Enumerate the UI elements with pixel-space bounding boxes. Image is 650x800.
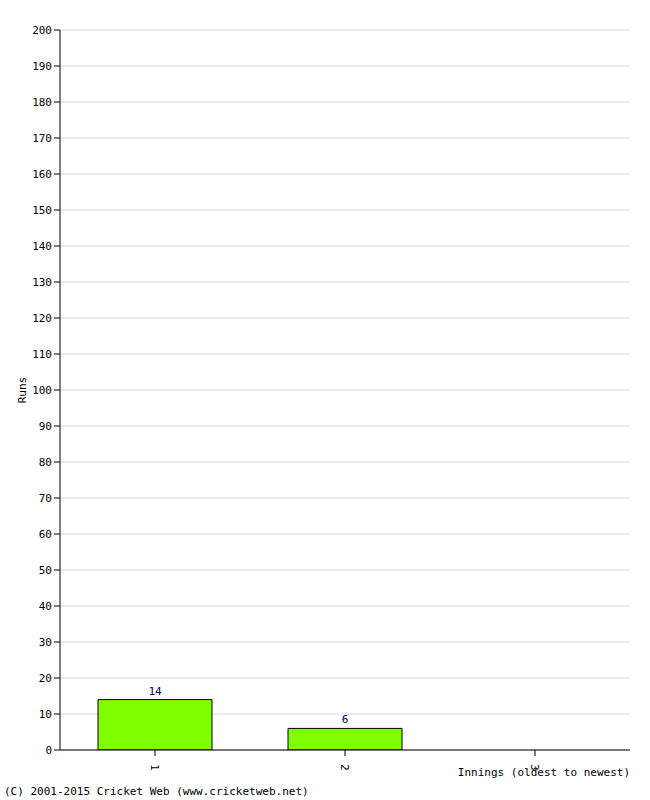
- svg-text:190: 190: [32, 60, 52, 73]
- svg-text:1: 1: [148, 764, 161, 771]
- svg-text:200: 200: [32, 24, 52, 37]
- html-text:Innings (oldest to newest): Innings (oldest to newest): [457, 766, 630, 779]
- svg-text:130: 130: [32, 276, 52, 289]
- svg-text:20: 20: [39, 672, 52, 685]
- svg-text:140: 140: [32, 240, 52, 253]
- svg-text:0: 0: [45, 744, 52, 757]
- svg-text:150: 150: [32, 204, 52, 217]
- svg-text:110: 110: [32, 348, 52, 361]
- svg-text:170: 170: [32, 132, 52, 145]
- svg-text:10: 10: [39, 708, 52, 721]
- svg-text:Runs: Runs: [16, 377, 29, 404]
- svg-text:30: 30: [39, 636, 52, 649]
- svg-text:50: 50: [39, 564, 52, 577]
- svg-text:180: 180: [32, 96, 52, 109]
- svg-text:40: 40: [39, 600, 52, 613]
- svg-text:120: 120: [32, 312, 52, 325]
- svg-text:70: 70: [39, 492, 52, 505]
- svg-text:90: 90: [39, 420, 52, 433]
- svg-text:14: 14: [148, 685, 162, 698]
- svg-text:6: 6: [342, 713, 349, 726]
- svg-text:160: 160: [32, 168, 52, 181]
- svg-text:80: 80: [39, 456, 52, 469]
- svg-text:2: 2: [338, 764, 351, 771]
- svg-text:60: 60: [39, 528, 52, 541]
- html-text:(C) 2001-2015 Cricket Web (www: (C) 2001-2015 Cricket Web (www.cricketwe…: [4, 785, 309, 798]
- svg-text:100: 100: [32, 384, 52, 397]
